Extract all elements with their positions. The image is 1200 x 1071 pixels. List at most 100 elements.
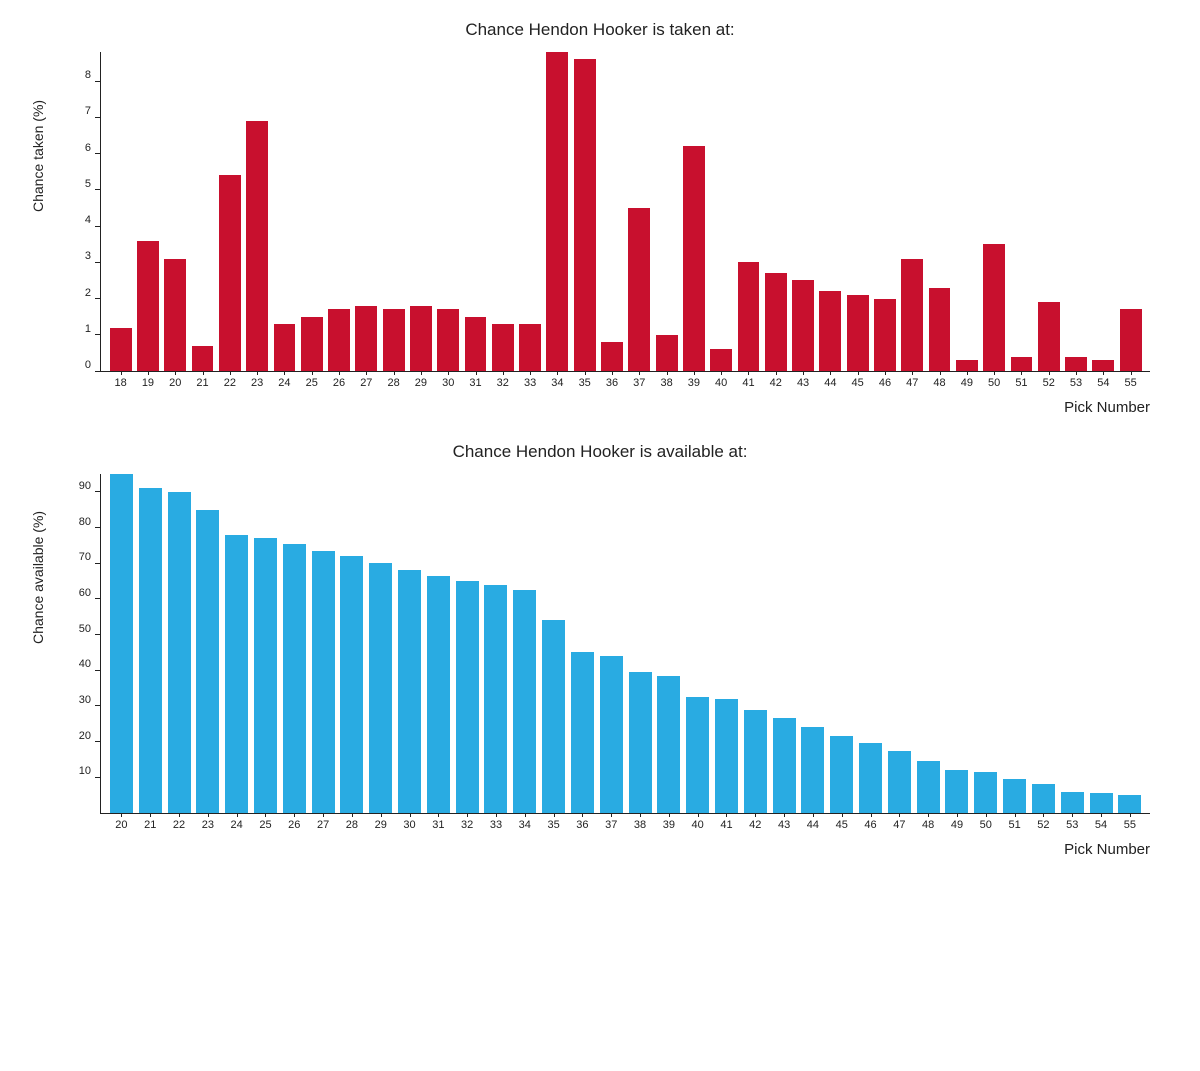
- chart-available-bar: [398, 570, 421, 813]
- chart-taken-bar-slot: 18: [107, 52, 134, 371]
- chart-available-bar-slot: 25: [251, 474, 280, 813]
- chart-available-bar: [888, 751, 911, 813]
- chart-taken-bar: [328, 309, 350, 371]
- chart-available-xtick-mark: [871, 813, 872, 817]
- chart-taken-plot: 012345678 181920212223242526272829303132…: [100, 52, 1150, 372]
- chart-available-bar: [542, 620, 565, 813]
- chart-available-xtick-mark: [323, 813, 324, 817]
- chart-taken-bar-slot: 45: [844, 52, 871, 371]
- chart-available-bar-slot: 48: [914, 474, 943, 813]
- chart-available-bar: [945, 770, 968, 813]
- chart-available-bar-slot: 47: [885, 474, 914, 813]
- chart-taken-xlabel: Pick Number: [1064, 399, 1150, 416]
- chart-taken-xtick-mark: [639, 371, 640, 375]
- chart-available-bar: [744, 710, 767, 813]
- chart-taken-bar-slot: 30: [435, 52, 462, 371]
- chart-taken-ytick-label: 5: [85, 178, 91, 190]
- chart-available-bar: [1090, 793, 1113, 813]
- chart-taken-xtick-label: 49: [961, 377, 973, 389]
- chart-taken-xtick-label: 53: [1070, 377, 1082, 389]
- chart-available-bar: [859, 743, 882, 813]
- chart-available-bar-slot: 39: [654, 474, 683, 813]
- chart-available-ytick-label: 10: [79, 765, 91, 777]
- chart-taken-bar-slot: 35: [571, 52, 598, 371]
- chart-taken-bar-slot: 23: [243, 52, 270, 371]
- chart-available-xtick-label: 30: [403, 819, 415, 831]
- chart-available-ytick-label: 30: [79, 694, 91, 706]
- chart-taken-xtick-mark: [776, 371, 777, 375]
- chart-available-bar: [225, 535, 248, 813]
- chart-available-xtick-label: 34: [519, 819, 531, 831]
- chart-taken-bar: [574, 59, 596, 371]
- chart-taken-bar-slot: 33: [516, 52, 543, 371]
- chart-taken-xtick-mark: [503, 371, 504, 375]
- chart-taken-bar: [683, 146, 705, 371]
- chart-available-xtick-label: 24: [231, 819, 243, 831]
- chart-taken-bar: [929, 288, 951, 371]
- chart-available-bar: [974, 772, 997, 813]
- chart-available-bar-slot: 20: [107, 474, 136, 813]
- chart-taken-bar: [792, 280, 814, 371]
- chart-available-xtick-mark: [525, 813, 526, 817]
- chart-available-bar-slot: 53: [1058, 474, 1087, 813]
- chart-taken-ylabel: Chance taken (%): [30, 100, 46, 212]
- chart-available-bar: [340, 556, 363, 813]
- chart-taken-bar-slot: 54: [1090, 52, 1117, 371]
- chart-taken-bars: 1819202122232425262728293031323334353637…: [101, 52, 1150, 371]
- chart-available-xtick-label: 35: [547, 819, 559, 831]
- chart-taken-xtick-label: 26: [333, 377, 345, 389]
- chart-available-bar-slot: 33: [482, 474, 511, 813]
- chart-taken-bar-slot: 21: [189, 52, 216, 371]
- chart-available-bar-slot: 42: [741, 474, 770, 813]
- chart-available-bar-slot: 52: [1029, 474, 1058, 813]
- chart-available-xtick-mark: [726, 813, 727, 817]
- chart-taken-xtick-label: 28: [387, 377, 399, 389]
- chart-available-bar-slot: 55: [1115, 474, 1144, 813]
- chart-taken-bar-slot: 40: [708, 52, 735, 371]
- chart-available-xtick-mark: [755, 813, 756, 817]
- chart-taken-xtick-mark: [1049, 371, 1050, 375]
- chart-available-bar-slot: 36: [568, 474, 597, 813]
- chart-taken-xtick-mark: [694, 371, 695, 375]
- chart-available-bar-slot: 22: [165, 474, 194, 813]
- chart-available-xtick-mark: [986, 813, 987, 817]
- chart-taken-bar: [628, 208, 650, 371]
- chart-taken-bar: [274, 324, 296, 371]
- chart-taken-xtick-label: 44: [824, 377, 836, 389]
- chart-taken-bar-slot: 49: [953, 52, 980, 371]
- chart-taken-xtick-label: 19: [142, 377, 154, 389]
- chart-taken-xtick-label: 50: [988, 377, 1000, 389]
- chart-taken-bar: [192, 346, 214, 371]
- chart-taken-xtick-mark: [1131, 371, 1132, 375]
- chart-available-bar-slot: 43: [770, 474, 799, 813]
- chart-available-bar-slot: 35: [539, 474, 568, 813]
- chart-taken-bar: [847, 295, 869, 371]
- chart-available-xtick-label: 21: [144, 819, 156, 831]
- chart-available-xtick-mark: [957, 813, 958, 817]
- chart-available-xtick-mark: [554, 813, 555, 817]
- chart-available-xtick-label: 39: [663, 819, 675, 831]
- chart-taken-bar: [246, 121, 268, 371]
- chart-available-bar: [917, 761, 940, 813]
- chart-taken-ytick-label: 6: [85, 142, 91, 154]
- chart-taken-ytick-label: 1: [85, 323, 91, 335]
- chart-available-bar: [773, 718, 796, 813]
- chart-taken-bar-slot: 42: [762, 52, 789, 371]
- chart-taken-bar-slot: 22: [216, 52, 243, 371]
- chart-taken-ytick-label: 4: [85, 214, 91, 226]
- chart-available-xtick-mark: [1043, 813, 1044, 817]
- chart-taken-xtick-label: 43: [797, 377, 809, 389]
- chart-taken-xtick-mark: [1103, 371, 1104, 375]
- chart-available-xtick-label: 51: [1008, 819, 1020, 831]
- chart-available-xtick-label: 55: [1124, 819, 1136, 831]
- chart-available-xtick-mark: [179, 813, 180, 817]
- chart-available-bar-slot: 27: [309, 474, 338, 813]
- chart-taken-xtick-label: 47: [906, 377, 918, 389]
- chart-taken-xtick-mark: [885, 371, 886, 375]
- chart-taken-xtick-mark: [557, 371, 558, 375]
- chart-available-xtick-label: 44: [807, 819, 819, 831]
- chart-available-bar: [283, 544, 306, 813]
- chart-available-xtick-label: 43: [778, 819, 790, 831]
- chart-taken-bar-slot: 25: [298, 52, 325, 371]
- chart-taken-xtick-mark: [1021, 371, 1022, 375]
